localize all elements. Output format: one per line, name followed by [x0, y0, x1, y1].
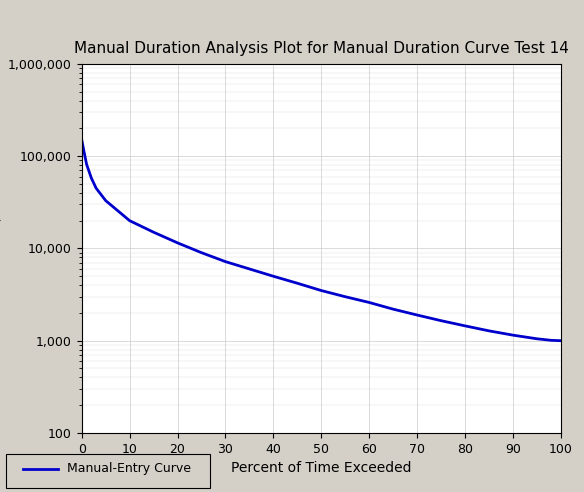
Manual-Entry Curve	[509, 332, 516, 338]
Manual-Entry Curve	[342, 294, 349, 300]
Text: Manual-Entry Curve: Manual-Entry Curve	[67, 462, 191, 475]
Manual-Entry Curve	[461, 323, 468, 329]
Manual-Entry Curve	[198, 250, 205, 256]
Manual-Entry Curve	[366, 300, 373, 306]
Manual-Entry Curve	[83, 161, 90, 167]
Line: Manual-Entry Curve: Manual-Entry Curve	[82, 140, 561, 340]
Manual-Entry Curve	[557, 338, 564, 343]
Manual-Entry Curve	[112, 206, 119, 212]
Y-axis label: FLOW in c/s: FLOW in c/s	[0, 208, 2, 289]
Title: Manual Duration Analysis Plot for Manual Duration Curve Test 14: Manual Duration Analysis Plot for Manual…	[74, 41, 569, 56]
Manual-Entry Curve	[93, 185, 100, 191]
X-axis label: Percent of Time Exceeded: Percent of Time Exceeded	[231, 461, 412, 475]
Manual-Entry Curve	[294, 280, 301, 286]
Manual-Entry Curve	[270, 273, 277, 279]
Manual-Entry Curve	[88, 175, 95, 181]
Manual-Entry Curve	[413, 312, 420, 318]
Manual-Entry Curve	[150, 229, 157, 235]
Manual-Entry Curve	[485, 328, 492, 334]
Manual-Entry Curve	[548, 338, 555, 343]
Manual-Entry Curve	[533, 336, 540, 342]
Manual-Entry Curve	[390, 306, 397, 312]
Manual-Entry Curve	[222, 259, 229, 265]
Manual-Entry Curve	[78, 137, 85, 143]
Manual-Entry Curve	[174, 240, 181, 246]
Manual-Entry Curve	[126, 218, 133, 224]
Manual-Entry Curve	[246, 266, 253, 272]
Manual-Entry Curve	[318, 287, 325, 293]
Manual-Entry Curve	[81, 150, 88, 155]
Manual-Entry Curve	[437, 318, 444, 324]
Manual-Entry Curve	[102, 198, 109, 204]
